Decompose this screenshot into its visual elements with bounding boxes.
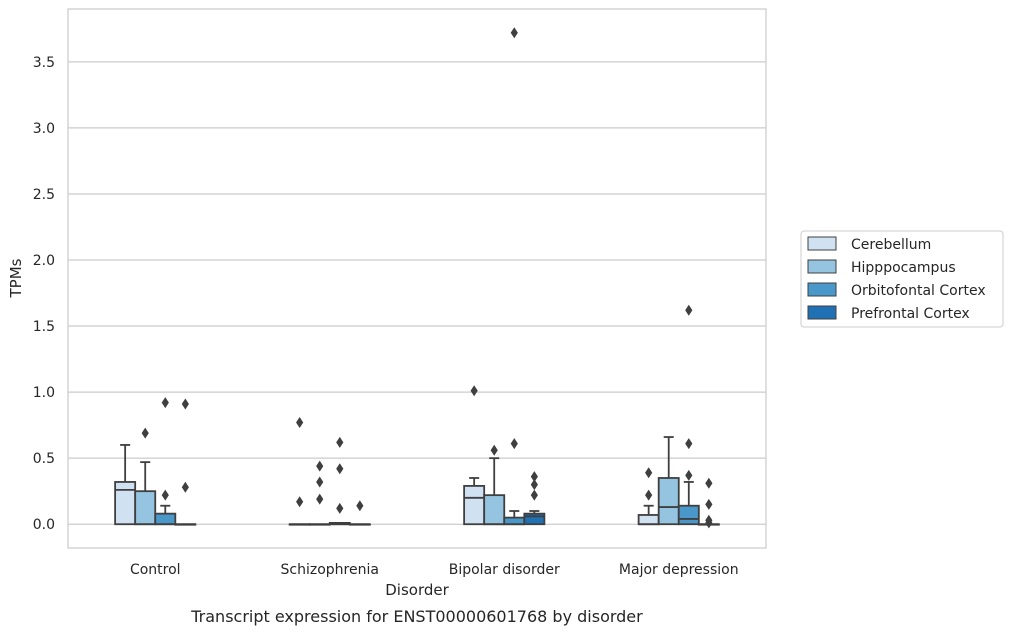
outlier-point [685,304,693,316]
legend-frame [800,230,1004,328]
box-body [154,512,177,526]
series-orbitofontal-cortex [154,27,700,526]
y-tick-label: 2.5 [33,187,55,203]
outlier-point [470,385,478,397]
outlier-point [316,460,324,472]
outlier-point [141,427,149,439]
outlier-point [645,467,653,479]
y-gridlines [68,61,766,525]
outlier-point [181,398,189,410]
legend-swatch [807,282,837,297]
box [677,304,700,526]
outlier-point [316,493,324,505]
x-tick-label: Schizophrenia [281,562,379,578]
outlier-point [490,444,498,456]
outlier-point [705,498,713,510]
box [308,460,331,526]
legend-label: Hipppocampus [851,260,956,276]
box [174,398,197,526]
outlier-point [316,476,324,488]
outlier-point [705,477,713,489]
y-tick-label: 3.0 [33,121,55,137]
y-tick-label: 1.0 [33,385,55,401]
box-body [677,504,700,526]
box-body [134,490,157,526]
y-tick-labels: 0.0 0.5 1.0 1.5 2.0 2.5 3.0 3.5 [33,55,55,533]
outlier-point [356,500,364,512]
y-tick-label: 1.5 [33,319,55,335]
outlier-point [685,438,693,450]
outlier-point [161,397,169,409]
outlier-point [510,438,518,450]
outlier-point [705,517,713,529]
outlier-point [336,463,344,475]
outlier-point [336,502,344,514]
box [657,436,680,526]
plot-frame [67,8,767,549]
outlier-point [685,469,693,481]
box-body [657,477,680,526]
box [348,500,371,526]
box-body [637,514,660,526]
box [697,477,720,529]
outlier-point [336,436,344,448]
y-tick-label: 0.0 [33,517,55,533]
outlier-point [181,481,189,493]
x-axis-title: Disorder [385,581,449,599]
plot-background [68,9,766,548]
legend-swatch [807,236,837,251]
series-prefrontal-cortex [174,398,720,529]
box [114,444,137,526]
outlier-point [510,27,518,39]
box-series [114,27,720,529]
outlier-point [296,416,304,428]
chart-caption: Transcript expression for ENST0000060176… [190,607,643,626]
x-tick-label: Bipolar disorder [449,562,560,578]
series-cerebellum [114,385,660,526]
legend-label: Orbitofontal Cortex [851,283,986,299]
box [483,444,506,526]
box [523,471,546,526]
outlier-point [530,479,538,491]
y-tick-label: 0.5 [33,451,55,467]
box-body [523,512,546,526]
box-body [463,485,486,526]
box-body [503,516,526,526]
legend-swatch [807,305,837,320]
legend: Cerebellum Hipppocampus Orbitofontal Corte… [800,230,1004,328]
outlier-point [296,496,304,508]
y-axis-title: TPMs [7,258,25,298]
x-tick-labels: Control Schizophrenia Bipolar disorder Majo… [130,562,739,578]
box [134,427,157,526]
box [154,397,177,526]
y-tick-label: 3.5 [33,55,55,71]
series-hipppocampus [134,427,680,526]
legend-swatch [807,259,837,274]
outlier-point [161,489,169,501]
outlier-point [530,471,538,483]
y-tick-label: 2.0 [33,253,55,269]
outlier-point [645,489,653,501]
x-tick-label: Major depression [619,562,739,578]
legend-label: Cerebellum [851,237,931,253]
x-tick-label: Control [130,562,181,578]
box-body [114,481,137,526]
legend-label: Prefrontal Cortex [851,306,970,322]
box-body [483,494,506,526]
outlier-point [530,489,538,501]
